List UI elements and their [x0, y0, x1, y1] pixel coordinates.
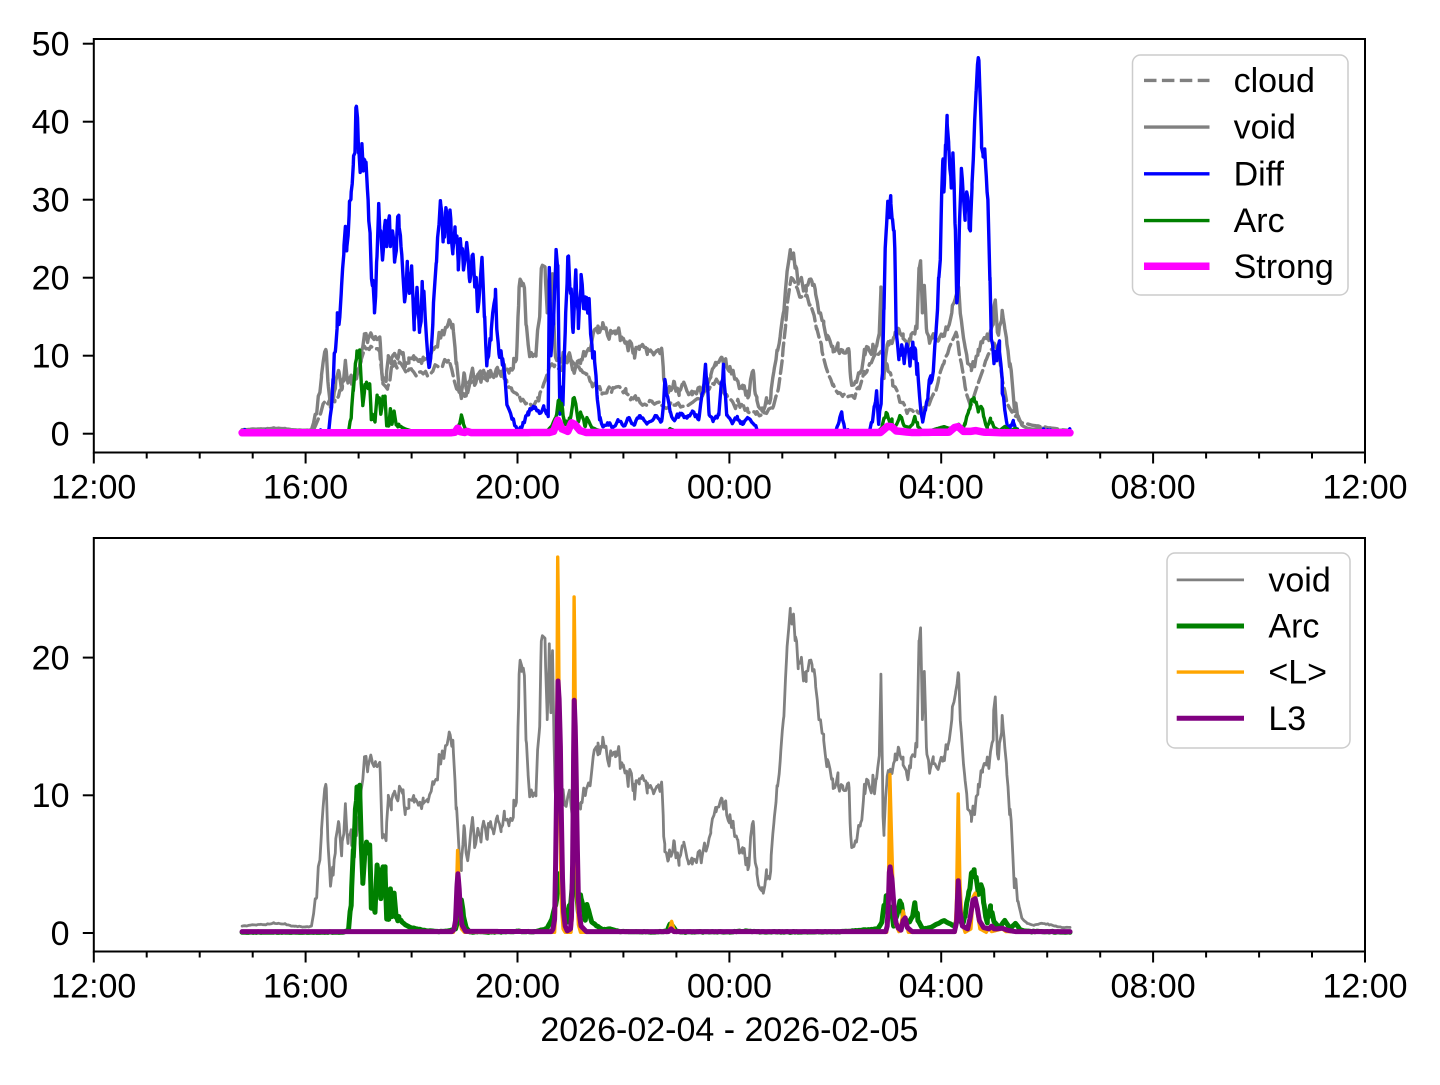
svg-text:10: 10	[32, 338, 70, 376]
svg-text:L3: L3	[1268, 700, 1306, 738]
svg-text:00:00: 00:00	[687, 967, 772, 1005]
svg-text:Arc: Arc	[1234, 202, 1285, 240]
svg-text:Strong: Strong	[1234, 248, 1334, 286]
svg-text:cloud: cloud	[1234, 62, 1315, 100]
svg-text:12:00: 12:00	[51, 967, 136, 1005]
svg-text:04:00: 04:00	[899, 967, 984, 1005]
svg-text:void: void	[1234, 109, 1296, 147]
svg-text:Arc: Arc	[1268, 608, 1319, 646]
svg-text:12:00: 12:00	[51, 468, 136, 506]
svg-text:0: 0	[51, 915, 70, 953]
svg-text:16:00: 16:00	[263, 468, 348, 506]
svg-text:Diff: Diff	[1234, 155, 1285, 193]
svg-text:0: 0	[51, 416, 70, 454]
svg-text:<L>: <L>	[1268, 654, 1327, 692]
svg-text:2026-02-04 - 2026-02-05: 2026-02-04 - 2026-02-05	[540, 1011, 918, 1049]
svg-text:30: 30	[32, 182, 70, 220]
svg-text:20: 20	[32, 260, 70, 298]
svg-text:12:00: 12:00	[1322, 468, 1407, 506]
svg-text:08:00: 08:00	[1111, 967, 1196, 1005]
svg-text:20:00: 20:00	[475, 967, 560, 1005]
svg-text:void: void	[1268, 561, 1330, 599]
svg-text:16:00: 16:00	[263, 967, 348, 1005]
svg-text:08:00: 08:00	[1111, 468, 1196, 506]
svg-text:10: 10	[32, 777, 70, 815]
svg-text:40: 40	[32, 104, 70, 142]
svg-text:50: 50	[32, 26, 70, 64]
svg-text:12:00: 12:00	[1322, 967, 1407, 1005]
svg-text:04:00: 04:00	[899, 468, 984, 506]
svg-text:20: 20	[32, 639, 70, 677]
svg-text:00:00: 00:00	[687, 468, 772, 506]
svg-text:20:00: 20:00	[475, 468, 560, 506]
